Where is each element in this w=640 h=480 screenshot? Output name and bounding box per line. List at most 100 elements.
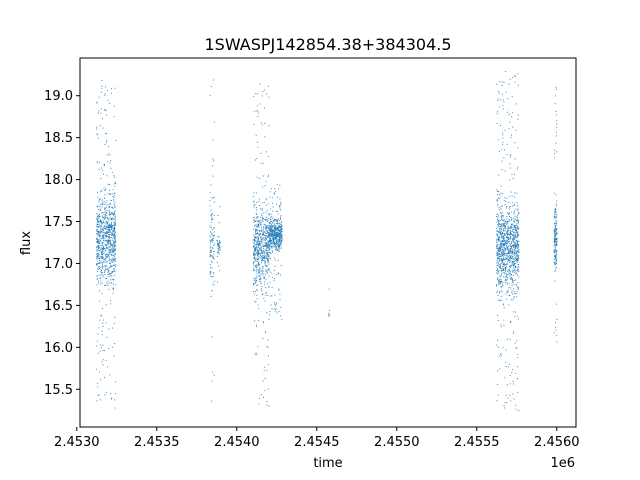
data-point bbox=[498, 215, 499, 217]
data-point bbox=[261, 241, 262, 243]
data-point bbox=[270, 221, 272, 223]
data-point bbox=[504, 250, 506, 252]
data-point bbox=[255, 110, 257, 112]
data-point bbox=[508, 230, 510, 231]
data-point bbox=[276, 302, 278, 304]
data-point bbox=[108, 271, 110, 273]
data-point bbox=[499, 278, 501, 280]
data-point bbox=[99, 278, 101, 280]
data-point bbox=[108, 204, 110, 206]
data-point bbox=[556, 251, 558, 252]
data-point bbox=[512, 230, 514, 232]
data-point bbox=[114, 241, 115, 243]
data-point bbox=[497, 273, 498, 275]
data-point bbox=[505, 207, 507, 209]
data-point bbox=[268, 125, 270, 127]
data-point bbox=[98, 201, 100, 203]
data-point bbox=[269, 247, 270, 249]
data-point bbox=[270, 226, 272, 228]
data-point bbox=[270, 240, 272, 242]
data-point bbox=[258, 262, 260, 264]
data-point bbox=[513, 280, 515, 282]
data-point bbox=[496, 226, 498, 228]
data-point bbox=[502, 347, 504, 349]
data-point bbox=[506, 223, 508, 225]
data-point bbox=[256, 254, 258, 256]
data-point bbox=[256, 280, 258, 281]
data-point bbox=[265, 249, 267, 251]
data-point bbox=[515, 234, 517, 236]
data-point bbox=[106, 284, 108, 286]
data-point bbox=[103, 248, 105, 249]
data-point bbox=[502, 271, 504, 273]
data-point bbox=[512, 237, 514, 239]
data-point bbox=[101, 230, 103, 232]
data-point bbox=[111, 234, 113, 236]
data-point bbox=[254, 280, 256, 282]
data-point bbox=[518, 221, 519, 223]
data-point bbox=[96, 134, 98, 136]
data-point bbox=[114, 192, 116, 194]
data-point bbox=[112, 247, 114, 248]
y-tick-label: 16.5 bbox=[44, 299, 73, 314]
data-point bbox=[212, 239, 214, 241]
data-point bbox=[97, 232, 99, 234]
data-point bbox=[97, 191, 98, 193]
data-point bbox=[556, 244, 558, 246]
data-point bbox=[501, 149, 503, 151]
data-point bbox=[275, 236, 277, 238]
data-point bbox=[274, 305, 276, 307]
data-point bbox=[217, 252, 219, 254]
data-point bbox=[101, 274, 103, 276]
data-point bbox=[554, 245, 556, 247]
data-point bbox=[103, 165, 105, 167]
data-point bbox=[263, 249, 265, 251]
data-point bbox=[506, 235, 508, 237]
data-point bbox=[502, 205, 503, 207]
data-point bbox=[513, 247, 515, 249]
data-point bbox=[256, 209, 257, 211]
data-point bbox=[212, 139, 214, 141]
data-point bbox=[264, 136, 266, 138]
data-point bbox=[502, 223, 504, 225]
data-point bbox=[515, 260, 517, 262]
data-point bbox=[98, 233, 100, 235]
chart-title: 1SWASPJ142854.38+384304.5 bbox=[204, 35, 451, 54]
data-point bbox=[113, 200, 115, 202]
data-point bbox=[210, 400, 212, 402]
data-point bbox=[110, 237, 112, 239]
data-point bbox=[270, 233, 271, 235]
data-point bbox=[499, 81, 501, 83]
data-point bbox=[96, 237, 98, 239]
data-point bbox=[109, 212, 111, 214]
data-point bbox=[257, 304, 259, 306]
data-point bbox=[99, 206, 101, 208]
data-point bbox=[554, 249, 556, 251]
data-point bbox=[509, 237, 511, 239]
data-point bbox=[281, 319, 283, 321]
data-point bbox=[210, 209, 212, 211]
data-point bbox=[96, 226, 98, 227]
data-point bbox=[253, 269, 254, 271]
data-point bbox=[267, 235, 269, 237]
data-point bbox=[113, 267, 115, 269]
x-tick-label: 2.4550 bbox=[374, 435, 420, 450]
data-point bbox=[556, 131, 557, 133]
data-point bbox=[270, 213, 272, 215]
data-point bbox=[497, 205, 499, 207]
data-point bbox=[512, 380, 514, 382]
data-point bbox=[107, 183, 109, 185]
data-point bbox=[111, 275, 113, 277]
data-point bbox=[260, 240, 262, 242]
data-point bbox=[97, 262, 99, 264]
data-point bbox=[100, 399, 101, 401]
data-point bbox=[210, 255, 212, 257]
data-point bbox=[511, 278, 513, 280]
data-point bbox=[266, 247, 268, 248]
data-point bbox=[114, 202, 116, 204]
data-point bbox=[505, 242, 507, 244]
data-point bbox=[272, 251, 273, 253]
data-point bbox=[497, 231, 499, 233]
data-point bbox=[96, 233, 98, 235]
data-point bbox=[506, 276, 508, 277]
